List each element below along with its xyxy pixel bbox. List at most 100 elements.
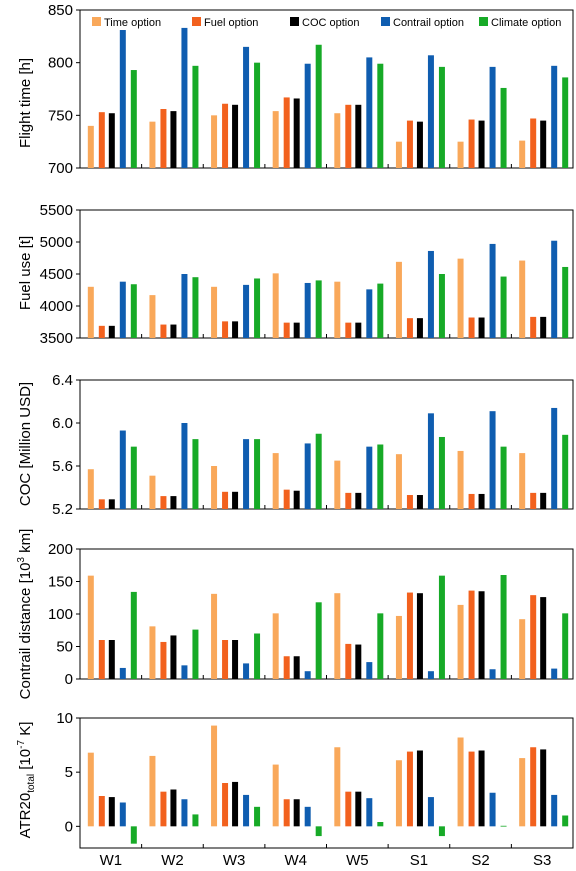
ylabel-atr-mid: [10 xyxy=(17,749,34,774)
bar-climate-s1 xyxy=(438,436,445,509)
bar-fuel-w5 xyxy=(345,791,352,827)
bar-climate-w3 xyxy=(254,278,261,338)
y-tick-label: 700 xyxy=(48,160,73,177)
ylabel-atr-tail: K] xyxy=(17,722,34,740)
x-tick-label-s3: S3 xyxy=(533,852,551,866)
bar-time-s1 xyxy=(395,141,402,168)
bar-time-w5 xyxy=(334,593,341,679)
bar-contrail-w2 xyxy=(181,423,188,509)
bar-coc-w1 xyxy=(108,797,115,827)
bar-contrail-s3 xyxy=(551,794,558,827)
bar-fuel-w3 xyxy=(222,491,229,509)
bar-contrail-s3 xyxy=(551,65,558,168)
x-tick-label-s1: S1 xyxy=(410,852,428,866)
y-tick-label: 750 xyxy=(48,107,73,124)
bar-contrail-w5 xyxy=(366,662,373,679)
bar-fuel-w3 xyxy=(222,640,229,679)
bar-time-w3 xyxy=(211,466,218,509)
bar-coc-w4 xyxy=(293,490,300,509)
bar-coc-w3 xyxy=(232,781,239,827)
bar-contrail-w5 xyxy=(366,57,373,168)
bar-fuel-w5 xyxy=(345,322,352,338)
bar-contrail-w3 xyxy=(243,46,250,168)
x-tick-label-w5: W5 xyxy=(346,852,369,866)
bar-time-s1 xyxy=(395,760,402,827)
bar-fuel-w3 xyxy=(222,783,229,827)
bar-coc-s1 xyxy=(416,318,423,338)
bar-time-s3 xyxy=(519,619,526,679)
bar-fuel-w3 xyxy=(222,103,229,168)
bar-climate-w4 xyxy=(315,44,322,169)
bar-time-w4 xyxy=(272,111,279,168)
bar-time-s1 xyxy=(395,261,402,338)
y-tick-label: 50 xyxy=(56,639,73,656)
y-tick-label: 800 xyxy=(48,55,73,72)
y-tick-label: 850 xyxy=(48,2,73,19)
bar-fuel-w1 xyxy=(98,499,105,509)
bar-climate-w5 xyxy=(377,822,384,827)
bar-fuel-s3 xyxy=(530,595,537,679)
bar-fuel-w1 xyxy=(98,640,105,679)
bar-fuel-w2 xyxy=(160,496,167,509)
bar-fuel-s1 xyxy=(406,495,413,509)
bar-fuel-s2 xyxy=(468,493,475,509)
bar-climate-w5 xyxy=(377,63,384,168)
bar-contrail-w4 xyxy=(304,443,311,509)
bar-climate-s1 xyxy=(438,826,445,837)
bar-time-s3 xyxy=(519,453,526,509)
bar-fuel-w4 xyxy=(283,799,290,827)
bar-coc-w2 xyxy=(170,635,177,679)
legend-swatch-fuel xyxy=(192,17,201,26)
bar-time-w2 xyxy=(149,121,156,168)
bar-time-s3 xyxy=(519,758,526,827)
bar-fuel-w5 xyxy=(345,492,352,509)
panel-atr20-ylabel: ATR20total [10-7 K] xyxy=(16,722,37,839)
bar-contrail-s3 xyxy=(551,668,558,679)
ylabel-contrail-sup: 3 xyxy=(16,557,27,563)
bar-coc-w5 xyxy=(355,322,362,338)
bar-contrail-s3 xyxy=(551,240,558,338)
bar-contrail-w5 xyxy=(366,798,373,827)
bar-climate-s3 xyxy=(562,815,569,827)
y-tick-label: 6.0 xyxy=(52,415,73,432)
ylabel-contrail-tail: km] xyxy=(17,529,34,557)
bar-fuel-s2 xyxy=(468,590,475,679)
bar-coc-w3 xyxy=(232,321,239,338)
panel-atr20: 0 5 10 xyxy=(56,710,574,849)
bar-climate-w3 xyxy=(254,633,261,679)
bar-climate-s3 xyxy=(562,77,569,168)
bar-climate-s1 xyxy=(438,66,445,168)
y-tick-label: 6.4 xyxy=(52,372,73,389)
legend-swatch-time xyxy=(92,17,101,26)
y-tick-label: 3500 xyxy=(40,330,73,347)
bar-climate-w4 xyxy=(315,280,322,338)
bar-contrail-s1 xyxy=(427,55,434,168)
bar-climate-s3 xyxy=(562,266,569,338)
bar-coc-w1 xyxy=(108,325,115,338)
bar-time-w3 xyxy=(211,115,218,168)
panel-fuel-use-ylabel: Fuel use [t] xyxy=(17,236,34,310)
bar-coc-w2 xyxy=(170,111,177,168)
bar-contrail-w3 xyxy=(243,663,250,679)
bar-climate-w5 xyxy=(377,444,384,509)
bar-fuel-w2 xyxy=(160,641,167,679)
y-tick-label: 10 xyxy=(56,710,73,727)
bar-contrail-s1 xyxy=(427,413,434,509)
bar-coc-s3 xyxy=(540,120,547,168)
bar-contrail-s1 xyxy=(427,797,434,827)
legend-swatch-coc xyxy=(290,17,299,26)
x-tick-label-s2: S2 xyxy=(471,852,489,866)
bar-climate-w2 xyxy=(192,629,199,679)
legend-label-fuel: Fuel option xyxy=(204,17,258,29)
bar-fuel-w1 xyxy=(98,325,105,338)
bar-contrail-s2 xyxy=(489,243,496,338)
ylabel-atr-main: ATR20 xyxy=(17,793,34,839)
bar-climate-w3 xyxy=(254,62,261,168)
bar-climate-w5 xyxy=(377,283,384,338)
bar-coc-w3 xyxy=(232,640,239,679)
bar-time-s1 xyxy=(395,615,402,679)
bar-coc-w4 xyxy=(293,322,300,338)
bar-contrail-s1 xyxy=(427,671,434,679)
bar-contrail-w3 xyxy=(243,794,250,827)
